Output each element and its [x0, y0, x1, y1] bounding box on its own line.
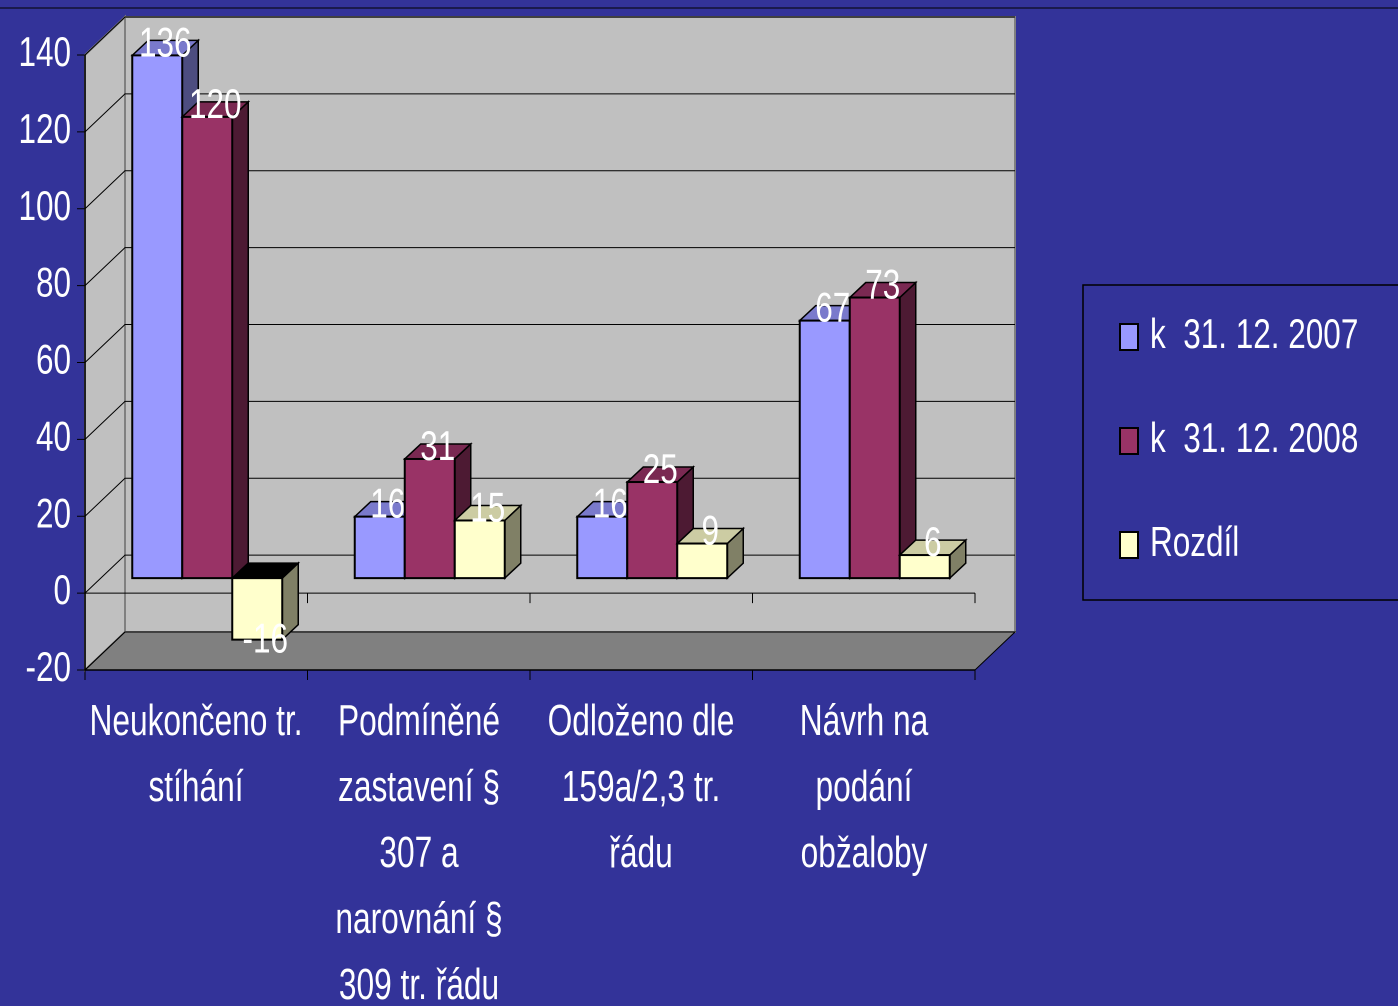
data-label: 136	[139, 18, 192, 66]
bar	[897, 538, 968, 580]
bar	[452, 503, 523, 580]
legend-swatch	[1119, 427, 1139, 455]
bar	[847, 280, 918, 580]
legend-label: Rozdíl	[1150, 518, 1239, 566]
bar-front	[848, 296, 901, 580]
y-tick-label: 0	[53, 566, 71, 614]
data-label: 120	[189, 80, 242, 128]
x-tick-label: Neukončeno tr. stíhání	[89, 696, 303, 811]
x-tick-label: Návrh na podání obžaloby	[799, 696, 929, 877]
y-tick-label: -20	[25, 643, 71, 691]
y-tick-label: 80	[36, 258, 71, 306]
grid-line	[84, 247, 1015, 286]
bar-side	[899, 280, 917, 580]
y-tick-label: 60	[36, 335, 71, 383]
grid-line	[84, 93, 1015, 133]
bar-front	[898, 554, 951, 580]
grid-line	[84, 324, 1015, 363]
y-tick-label: 120	[18, 105, 71, 153]
bar	[180, 100, 251, 580]
bar-front	[403, 457, 456, 580]
data-label: 67	[815, 283, 850, 331]
data-label: 25	[643, 445, 678, 493]
bar	[230, 561, 301, 642]
bar-front	[181, 115, 234, 580]
grid-line	[84, 631, 1015, 671]
bar-front	[798, 319, 851, 580]
y-tick-label: 40	[36, 412, 71, 460]
bar-front	[626, 481, 679, 580]
data-label: 9	[701, 506, 719, 554]
bar-front	[676, 542, 729, 580]
grid-line	[84, 400, 1015, 440]
bar-front	[353, 515, 406, 580]
data-label: -16	[242, 614, 288, 662]
data-label: 31	[420, 422, 455, 470]
floor	[83, 631, 1017, 671]
grid-line	[84, 170, 1015, 210]
y-tick-label: 20	[36, 489, 71, 537]
legend-swatch	[1119, 323, 1139, 351]
bar	[402, 442, 473, 580]
x-tick-label: Odloženo dle 159a/2,3 tr. řádu	[547, 696, 735, 877]
bar	[675, 526, 746, 580]
legend-swatch	[1119, 531, 1139, 559]
bar-front	[453, 519, 506, 580]
grid-line	[84, 477, 1015, 517]
legend-label: k 31. 12. 2007	[1150, 310, 1358, 358]
data-label: 15	[470, 483, 505, 531]
y-tick-label: 100	[18, 181, 71, 229]
x-tick-label: Podmíněné zastavení § 307 a narovnání § …	[335, 696, 503, 1006]
grid-line	[84, 16, 1015, 56]
data-label: 16	[593, 479, 628, 527]
bar-front	[131, 54, 184, 580]
bar-side	[231, 100, 249, 580]
data-label: 16	[370, 479, 405, 527]
bar-front	[231, 577, 284, 641]
data-label: 73	[865, 260, 900, 308]
y-tick-label: 140	[18, 28, 71, 76]
data-label: 6	[924, 518, 942, 566]
legend-label: k 31. 12. 2008	[1150, 414, 1358, 462]
